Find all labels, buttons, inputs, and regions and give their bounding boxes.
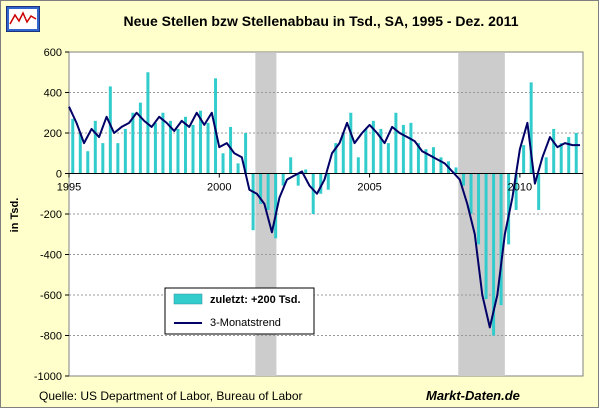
bar	[341, 133, 345, 174]
bar	[108, 86, 112, 174]
bar	[123, 128, 127, 174]
bar	[379, 128, 383, 174]
bar	[431, 147, 435, 174]
bar	[507, 173, 511, 245]
bar	[349, 112, 353, 174]
bar	[191, 124, 195, 174]
bar	[386, 143, 390, 174]
bar	[78, 133, 82, 174]
bar	[401, 124, 405, 174]
bar	[544, 157, 548, 174]
y-tick-label: 600	[44, 47, 62, 59]
bar	[101, 143, 105, 174]
brand-name: Markt-Daten.de	[426, 388, 520, 403]
bar	[259, 173, 263, 204]
bar	[229, 126, 233, 174]
bar	[529, 82, 533, 174]
bar	[183, 116, 187, 174]
source-note: Quelle: US Department of Labor, Bureau o…	[39, 389, 303, 403]
bar	[138, 102, 142, 174]
bar	[559, 143, 563, 174]
x-axis-ticks: 1995 2000 2005 2010	[57, 173, 532, 194]
bar	[251, 173, 255, 231]
bar	[492, 173, 496, 336]
bar	[116, 143, 120, 174]
bar	[86, 151, 90, 174]
bar	[409, 122, 413, 174]
bar	[221, 153, 225, 174]
bar	[289, 157, 293, 174]
bar	[153, 122, 157, 174]
bar	[319, 173, 323, 194]
bar	[356, 157, 360, 174]
legend: zuletzt: +200 Tsd. 3-Monatstrend	[164, 287, 315, 335]
bar	[567, 137, 571, 174]
x-tick-label: 2000	[207, 182, 231, 194]
bar	[131, 112, 135, 174]
legend-swatch-bar	[173, 293, 203, 305]
bar	[424, 149, 428, 174]
bar	[364, 128, 368, 174]
bar	[266, 173, 270, 210]
y-tick-label: -600	[40, 290, 62, 302]
bar	[304, 169, 308, 174]
bar	[552, 128, 556, 174]
bar	[176, 128, 180, 174]
y-tick-label: -400	[40, 250, 62, 262]
bar	[296, 173, 300, 186]
x-tick-label: 2005	[357, 182, 381, 194]
y-tick-label: 200	[44, 128, 62, 140]
trend-series	[68, 106, 580, 329]
y-tick-label: -1000	[34, 371, 62, 383]
bar	[334, 143, 338, 174]
bar	[394, 112, 398, 174]
bar	[514, 173, 518, 210]
chart-title: Neue Stellen bzw Stellenabbau in Tsd., S…	[123, 13, 519, 29]
bar	[537, 173, 541, 210]
bar	[462, 173, 466, 186]
bar	[477, 173, 481, 245]
y-tick-label: 0	[56, 169, 62, 181]
bar	[326, 173, 330, 190]
bar	[439, 157, 443, 174]
bar	[274, 173, 278, 239]
bar	[71, 118, 75, 174]
x-tick-label: 2010	[508, 182, 532, 194]
bar	[236, 163, 240, 174]
y-axis-ticks: 600 400 200 0 -200 -400 -600 -800 -1000	[34, 47, 69, 383]
legend-label-line: 3-Monatstrend	[210, 317, 281, 329]
bar	[522, 145, 526, 174]
bar	[484, 173, 488, 300]
bar	[574, 133, 578, 174]
y-tick-label: -200	[40, 209, 62, 221]
bar	[93, 120, 97, 174]
site-logo-icon	[6, 6, 40, 32]
y-tick-label: 400	[44, 88, 62, 100]
trend-line	[68, 106, 580, 329]
bar	[311, 173, 315, 214]
bar	[371, 120, 375, 174]
bar	[161, 112, 165, 174]
bar	[168, 120, 172, 174]
y-axis-label: in Tsd.	[9, 198, 21, 233]
bar	[281, 173, 285, 186]
bar	[469, 173, 473, 214]
bar	[206, 122, 210, 174]
y-tick-label: -800	[40, 331, 62, 343]
x-tick-label: 1995	[57, 182, 81, 194]
bar	[416, 143, 420, 174]
bar	[499, 173, 503, 306]
bar	[199, 110, 203, 174]
bar	[244, 133, 248, 174]
legend-label-bars: zuletzt: +200 Tsd.	[210, 294, 301, 306]
bar	[454, 167, 458, 174]
